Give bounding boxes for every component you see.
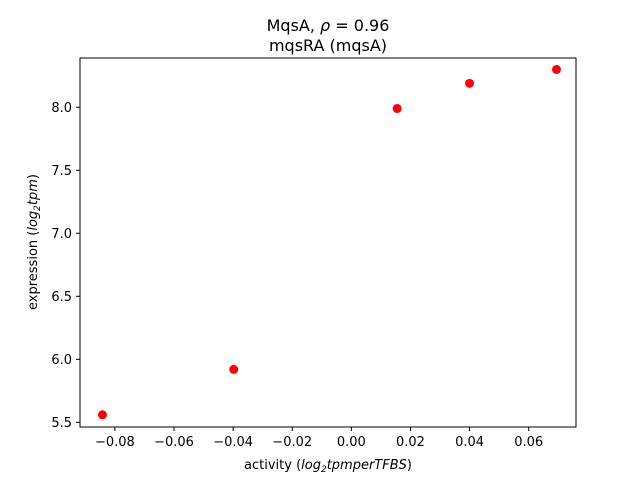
y-axis-ticks: 5.5 6.0 6.5 7.0 7.5 8.0 (51, 101, 80, 431)
x-tick-label: −0.04 (213, 435, 253, 450)
data-point (97, 410, 107, 420)
y-tick-label: 7.5 (51, 164, 72, 179)
x-axis-label-prefix: activity ( (244, 458, 301, 473)
data-point (465, 78, 475, 88)
x-axis-label-log: log (301, 458, 321, 473)
y-axis-label: expression (log2tpm) (26, 174, 43, 310)
data-point (551, 64, 561, 74)
y-axis-label-log: log (26, 211, 41, 231)
y-tick-label: 6.5 (51, 290, 72, 305)
data-points (97, 64, 561, 420)
chart-title-symbol: ρ (320, 16, 330, 35)
data-point (229, 364, 239, 374)
y-axis-label-suffix: ) (26, 174, 41, 179)
y-tick-label: 7.0 (51, 227, 72, 242)
x-axis-label-subscript: 2 (321, 465, 327, 475)
x-tick-label: 0.04 (455, 435, 484, 450)
x-axis-label: activity (log2tpmperTFBS) (244, 458, 412, 475)
y-tick-label: 8.0 (51, 101, 72, 116)
chart-title-value: = 0.96 (330, 16, 389, 35)
chart-subtitle: mqsRA (mqsA) (269, 36, 387, 55)
chart-title-prefix: MqsA, (267, 16, 320, 35)
x-axis-label-unit: tpmperTFBS (327, 458, 407, 473)
x-tick-label: 0.02 (396, 435, 425, 450)
x-tick-label: −0.08 (95, 435, 135, 450)
data-point (392, 104, 402, 114)
y-axis-label-unit: tpm (26, 179, 41, 205)
y-tick-label: 6.0 (51, 353, 72, 368)
x-tick-label: −0.06 (154, 435, 194, 450)
x-axis-ticks: −0.08 −0.06 −0.04 −0.02 0.00 0.02 0.04 0.06 (95, 427, 543, 450)
chart-title: MqsA, ρ = 0.96 (267, 16, 390, 35)
x-axis-label-suffix: ) (407, 458, 412, 473)
x-tick-label: 0.06 (514, 435, 543, 450)
x-tick-label: −0.02 (272, 435, 312, 450)
y-axis-label-subscript: 2 (33, 205, 43, 211)
y-axis-label-prefix: expression ( (26, 231, 41, 310)
x-tick-label: 0.00 (337, 435, 366, 450)
plot-frame (79, 57, 577, 428)
y-tick-label: 5.5 (51, 416, 72, 431)
plot-area: −0.08 −0.06 −0.04 −0.02 0.00 0.02 0.04 0.06 5.5… (51, 57, 577, 450)
